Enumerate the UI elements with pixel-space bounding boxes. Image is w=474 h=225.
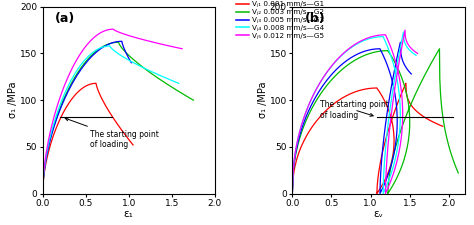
X-axis label: εᵥ: εᵥ [374,209,383,219]
X-axis label: ε₁: ε₁ [124,209,134,219]
Y-axis label: σ₁ /MPa: σ₁ /MPa [258,82,268,118]
Text: (a): (a) [55,12,75,25]
Text: The starting point
of loading: The starting point of loading [65,118,159,149]
Text: (b): (b) [304,12,325,25]
Legend: Vⱼ₁ 0.001 mm/s—G1, Vⱼ₂ 0.003 mm/s—G2, Vⱼ₃ 0.005 mm/s—G3, Vⱼ₄ 0.008 mm/s—G4, Vⱼ₅ : Vⱼ₁ 0.001 mm/s—G1, Vⱼ₂ 0.003 mm/s—G2, Vⱼ… [236,1,324,39]
Y-axis label: σ₁ /MPa: σ₁ /MPa [9,82,18,118]
Text: The starting point
of loading: The starting point of loading [320,100,389,119]
